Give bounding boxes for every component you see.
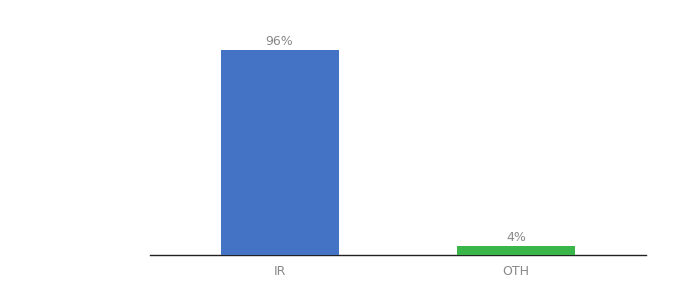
Bar [220,50,339,255]
Text: 4%: 4% [506,231,526,244]
Text: 96%: 96% [266,34,294,47]
Bar [457,246,575,255]
